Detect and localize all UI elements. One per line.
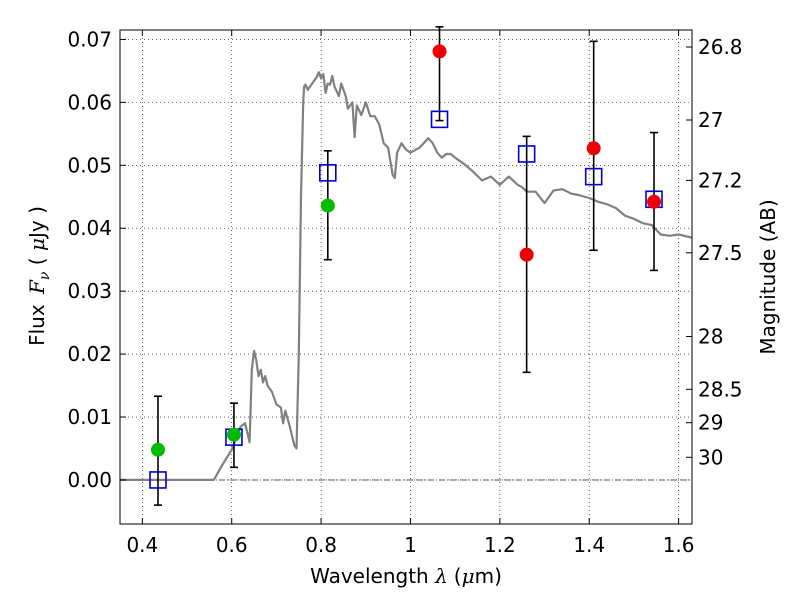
detections-red-point (647, 194, 662, 209)
y-tick-label: 0.02 (67, 342, 112, 366)
model-photometry-square (517, 145, 536, 163)
mag-tick-label: 26.8 (698, 35, 743, 59)
grid-lines (120, 30, 692, 524)
x-tick-label: 1.2 (484, 533, 516, 557)
plot-frame (119, 29, 693, 525)
mag-tick-label: 27.2 (698, 168, 743, 192)
mag-tick-label: 29 (698, 411, 723, 435)
y-tick-label: 0.05 (67, 153, 112, 177)
detections-green-point (226, 427, 241, 442)
mag-tick-label: 27.5 (698, 241, 743, 265)
detections-green-point (150, 442, 165, 457)
mag-tick-label: 28 (698, 324, 723, 348)
x-tick-label: 0.8 (305, 533, 337, 557)
model-photometry-square (430, 110, 449, 129)
detections-red-point (586, 141, 601, 156)
y-tick-label: 0.03 (67, 279, 112, 303)
mag-tick-label: 27 (698, 108, 723, 132)
x-axis-label: Wavelength λ (μm) (310, 564, 502, 588)
x-tick-label: 1 (404, 533, 417, 557)
x-tick-label: 1.6 (663, 533, 695, 557)
y-tick-label: 0.06 (67, 90, 112, 114)
y-axis-label-left: Flux Fν ( μJy ) (25, 206, 53, 346)
model-photometry-square (149, 471, 167, 489)
y-axis-label-right: Magnitude (AB) (756, 199, 780, 354)
model-sed-line (120, 71, 693, 481)
detections-red-point (519, 247, 534, 262)
y-tick-label: 0.04 (67, 216, 112, 240)
tick-labels: 0.4 0.6 0.8 1 1.2 1.4 1.6 0.00 0.01 0.02 0.03 0.04 0… (67, 27, 742, 557)
x-tick-label: 0.6 (216, 533, 248, 557)
plot-series (120, 26, 693, 506)
y-tick-label: 0.01 (67, 405, 112, 429)
y-tick-label: 0.00 (67, 468, 112, 492)
x-tick-label: 0.4 (126, 533, 158, 557)
mag-tick-label: 30 (698, 445, 723, 469)
model-photometry-square (318, 164, 337, 182)
tick-marks (120, 30, 692, 524)
mag-tick-label: 28.5 (698, 377, 743, 401)
detections-green-point (320, 198, 335, 213)
y-tick-label: 0.07 (67, 27, 112, 51)
detections-red-point (432, 44, 447, 59)
x-tick-label: 1.4 (573, 533, 605, 557)
model-photometry-square (584, 167, 603, 186)
